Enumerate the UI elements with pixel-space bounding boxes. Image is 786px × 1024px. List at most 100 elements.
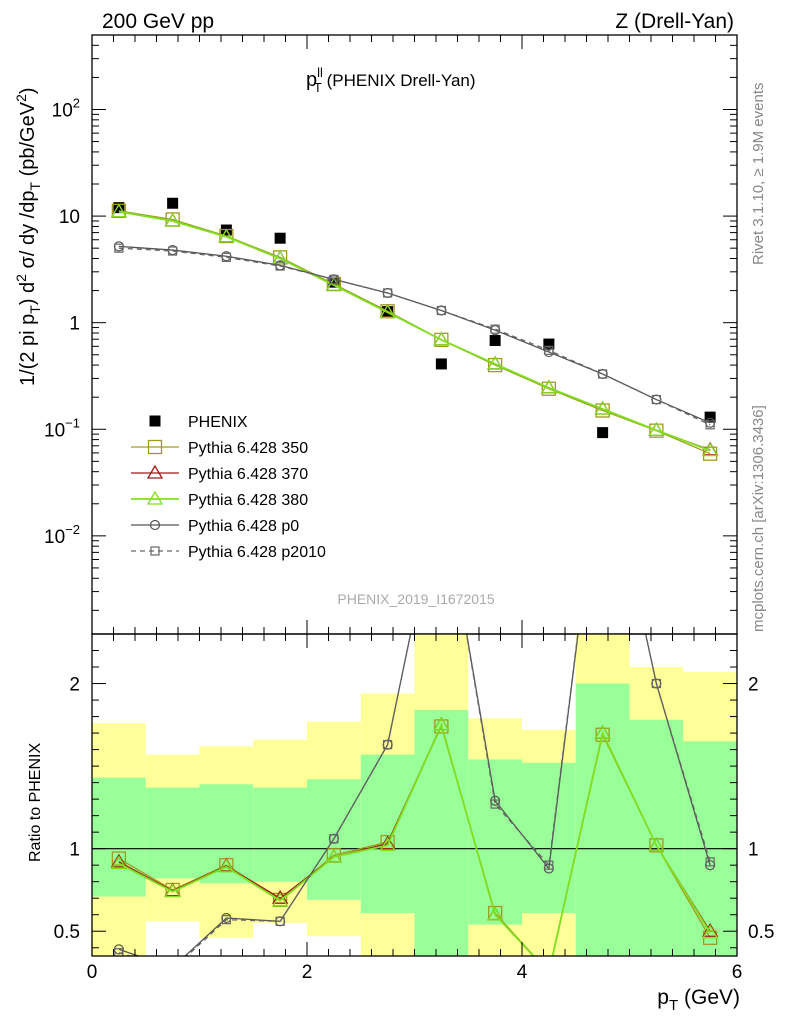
point-p2010 [275,261,285,271]
plot-title-sub: T [314,80,322,95]
series-data [113,197,716,439]
point-py380 [379,304,396,318]
uncertainty-band-inner [253,787,307,882]
ratio-series [110,634,719,979]
ratio-point-py350 [595,727,610,742]
uncertainty-band-inner [92,777,146,897]
plot-title-main: p [306,69,317,91]
ratio-point-py350 [111,851,127,866]
point-data [435,358,447,370]
uncertainty-band-inner [414,709,469,956]
ratio-line-py380 [118,722,711,956]
x-tick-label: 6 [732,962,743,983]
point-p2010 [383,288,393,298]
ratio-point-p2010 [383,740,393,750]
uncertainty-band-inner [522,762,576,914]
legend-label: Pythia 6.428 350 [188,440,308,457]
point-py380 [218,228,235,243]
ratio-series-p2010 [114,634,715,973]
legend-label: PHENIX [188,414,248,431]
point-data [543,338,555,350]
ratio-point-p2010 [651,678,661,689]
legend-marker [149,519,161,531]
ratio-point-py380 [110,855,128,870]
point-py380 [164,212,181,227]
legend: PHENIX Pythia 6.428 350 Pythia 6.428 370 Py… [131,414,326,561]
legend-item-py370: Pythia 6.428 370 [131,464,308,483]
plot-title-sup: ll [317,65,323,80]
series-line-p2010 [118,247,711,426]
ratio-point-py380 [542,966,556,978]
legend-label: Pythia 6.428 p0 [188,518,299,535]
x-axis-label-rest: (GeV) [678,986,740,1009]
plot-title: pll T (PHENIX Drell-Yan) [306,65,476,95]
point-p2010 [705,420,715,430]
ratio-point-p2010 [221,915,231,925]
ratio-panel: 0 2 4 60.5 0.51 12 2 [54,35,774,983]
point-py380 [325,276,343,291]
ratio-point-py380 [271,892,289,907]
uncertainty-band-inner [575,683,630,956]
legend-item-data: PHENIX [149,414,248,431]
ratio-line-p2010 [118,634,711,956]
point-py380 [648,421,665,436]
ratio-point-py350 [434,719,449,734]
legend-marker [150,546,160,556]
legend-item-p2010: Pythia 6.428 p2010 [131,544,326,561]
collision-label: 200 GeV pp [102,10,214,33]
point-py380 [271,250,289,265]
ratio-y-tick-label-right: 1 [748,840,759,861]
point-data [489,335,501,347]
ratio-point-py380 [164,883,181,898]
legend-marker [149,415,161,427]
point-p2010 [168,246,178,256]
legend-marker [147,439,163,455]
ratio-point-py370 [110,853,128,868]
legend-label: Pythia 6.428 380 [188,492,308,509]
ratio-point-py380 [701,924,719,939]
point-py350 [541,381,557,396]
point-p2010 [544,345,554,355]
point-p2010 [598,369,608,379]
x-axis-label-sub: T [669,997,678,1014]
point-p2010 [651,394,661,405]
ratio-point-py380 [594,724,611,739]
series-p0 [113,241,716,428]
ratio-point-py380 [486,906,504,921]
y-tick-label: 10−1 [44,415,80,441]
main-series [110,197,719,461]
legend-label: Pythia 6.428 p2010 [188,544,326,561]
main-ylabel: 1/(2 pi pT) d2 σ/ dy /dpT (pb/GeV2) [13,87,43,386]
x-axis-label: pT (GeV) [657,986,740,1014]
point-py380 [701,442,719,457]
series-line-py380 [118,210,711,452]
ratio-point-p2010 [490,799,500,809]
x-axis-label-main: p [657,986,669,1009]
ratio-point-p2010 [275,916,285,926]
point-p2010 [221,252,231,262]
ratio-series-py380 [110,716,719,978]
ratio-point-py350 [542,966,555,979]
ratio-point-py380 [379,837,396,852]
ratio-point-py370 [701,922,719,937]
ratio-point-py380 [218,858,235,873]
legend-item-py380: Pythia 6.428 380 [131,490,308,509]
point-p2010 [114,243,124,253]
legend-item-py350: Pythia 6.428 350 [131,439,308,457]
ratio-point-py370 [542,966,556,978]
plot-title-rest: (PHENIX Drell-Yan) [322,71,476,90]
ratio-y-tick-label-right: 2 [748,675,759,696]
series-py380 [110,203,719,457]
point-data [597,427,609,439]
x-tick-label: 4 [517,962,528,983]
ratio-y-ticks: 0.5 0.5 1 1 2 2 [54,650,774,949]
ratio-point-p2010 [169,965,177,973]
y-tick-label: 102 [52,96,80,122]
ratio-point-py380 [325,848,343,863]
ratio-point-p2010 [329,834,339,844]
ratio-point-py370 [379,835,396,850]
ratio-y-tick-label: 2 [69,675,80,696]
uncertainty-band-inner [199,784,254,884]
legend-label: Pythia 6.428 370 [188,466,308,483]
uncertainty-band-inner [360,754,415,914]
